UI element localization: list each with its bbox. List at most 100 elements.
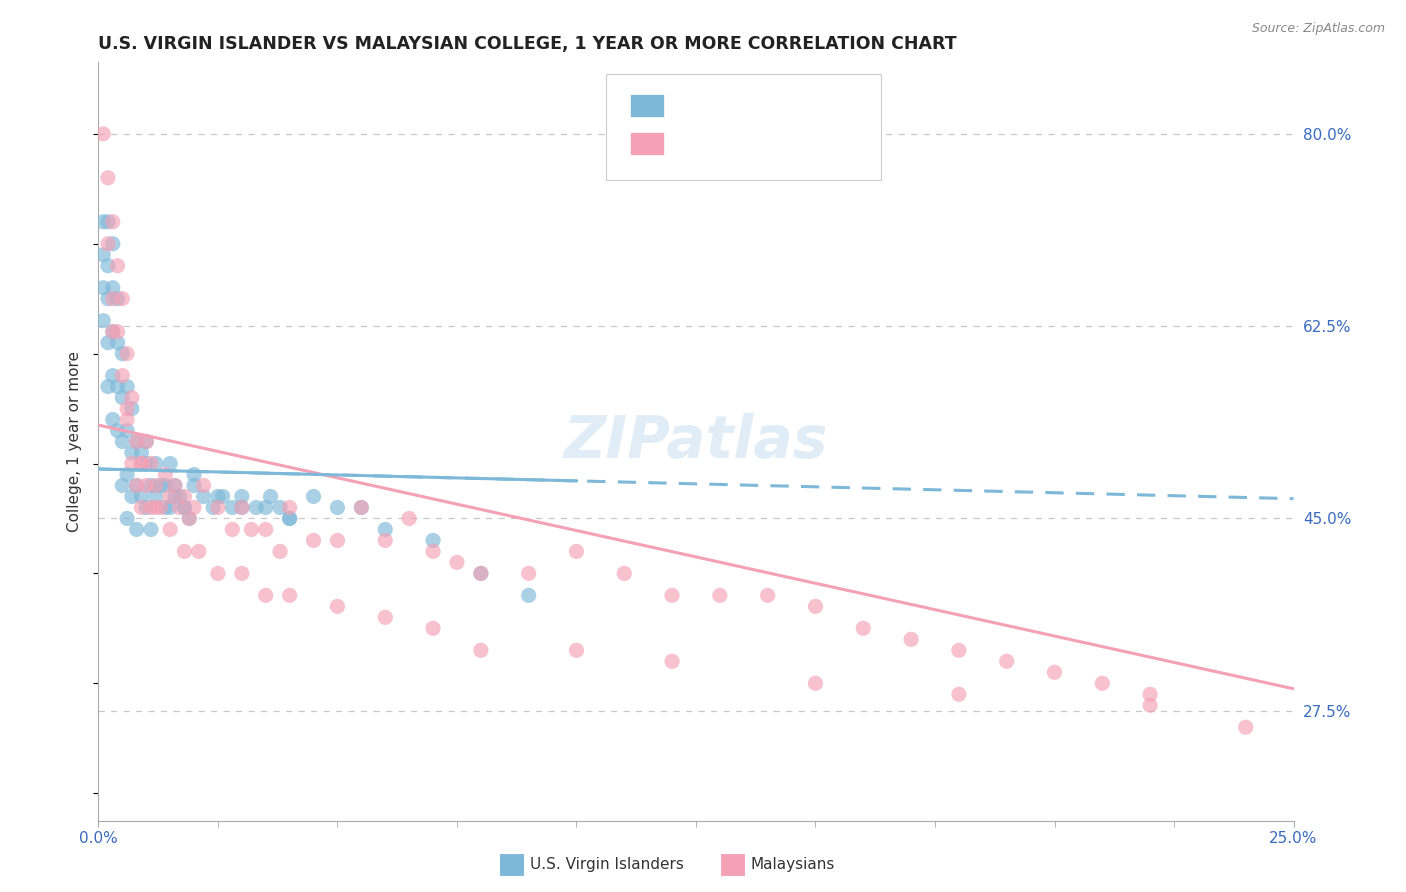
Point — [159, 500, 181, 515]
Point — [470, 566, 492, 581]
Point — [101, 412, 124, 426]
Point — [111, 368, 134, 383]
Text: 74: 74 — [824, 98, 845, 113]
Point — [169, 500, 191, 515]
Point — [1139, 687, 1161, 701]
Point — [804, 676, 827, 690]
Point — [948, 687, 970, 701]
Point — [207, 500, 229, 515]
Point — [97, 292, 120, 306]
Point — [111, 346, 134, 360]
Point — [107, 424, 129, 438]
Point — [278, 588, 301, 602]
Text: Malaysians: Malaysians — [751, 857, 835, 871]
Point — [326, 500, 349, 515]
Point — [155, 467, 177, 482]
Point — [231, 500, 253, 515]
Point — [163, 478, 186, 492]
Point — [302, 490, 325, 504]
Point — [231, 566, 253, 581]
Point — [149, 500, 172, 515]
Point — [245, 500, 267, 515]
FancyBboxPatch shape — [606, 74, 882, 180]
Point — [1043, 665, 1066, 680]
Point — [350, 500, 373, 515]
FancyBboxPatch shape — [630, 95, 664, 117]
Point — [101, 368, 124, 383]
Point — [269, 500, 291, 515]
Point — [139, 523, 162, 537]
Point — [131, 457, 153, 471]
Point — [115, 346, 138, 360]
Point — [1091, 676, 1114, 690]
FancyBboxPatch shape — [630, 132, 664, 155]
Point — [422, 533, 444, 548]
Point — [97, 379, 120, 393]
Point — [179, 511, 201, 525]
Point — [111, 434, 134, 449]
Point — [374, 610, 396, 624]
Point — [91, 248, 114, 262]
Text: R =: R = — [681, 136, 714, 151]
Point — [121, 490, 143, 504]
Point — [221, 500, 243, 515]
Point — [125, 434, 148, 449]
Point — [121, 401, 143, 416]
Point — [131, 490, 153, 504]
Text: U.S. Virgin Islanders: U.S. Virgin Islanders — [530, 857, 683, 871]
Point — [139, 478, 162, 492]
Point — [173, 544, 195, 558]
Point — [107, 259, 129, 273]
Point — [1139, 698, 1161, 713]
Point — [756, 588, 779, 602]
Point — [804, 599, 827, 614]
Point — [111, 478, 134, 492]
Point — [101, 325, 124, 339]
Point — [900, 632, 922, 647]
Point — [139, 457, 162, 471]
Point — [115, 379, 138, 393]
Point — [91, 215, 114, 229]
Point — [350, 500, 373, 515]
Point — [446, 556, 468, 570]
Point — [169, 490, 191, 504]
Point — [231, 500, 253, 515]
Point — [259, 490, 281, 504]
Point — [517, 566, 540, 581]
Point — [398, 511, 420, 525]
Point — [613, 566, 636, 581]
Text: 81: 81 — [824, 136, 845, 151]
Point — [159, 457, 181, 471]
Point — [121, 457, 143, 471]
Point — [173, 500, 195, 515]
Point — [193, 478, 215, 492]
Point — [163, 478, 186, 492]
Point — [422, 544, 444, 558]
Point — [139, 500, 162, 515]
Point — [125, 478, 148, 492]
Point — [207, 566, 229, 581]
Point — [231, 490, 253, 504]
Point — [101, 281, 124, 295]
Text: R =: R = — [681, 98, 714, 113]
Point — [107, 335, 129, 350]
Point — [111, 292, 134, 306]
Y-axis label: College, 1 year or more: College, 1 year or more — [67, 351, 83, 532]
Point — [101, 292, 124, 306]
Text: U.S. VIRGIN ISLANDER VS MALAYSIAN COLLEGE, 1 YEAR OR MORE CORRELATION CHART: U.S. VIRGIN ISLANDER VS MALAYSIAN COLLEG… — [98, 35, 957, 53]
Point — [374, 523, 396, 537]
Point — [422, 621, 444, 635]
Point — [661, 588, 683, 602]
Point — [173, 500, 195, 515]
Point — [97, 236, 120, 251]
Point — [145, 490, 167, 504]
Point — [91, 313, 114, 327]
Point — [470, 566, 492, 581]
Point — [326, 533, 349, 548]
Point — [131, 500, 153, 515]
Point — [111, 391, 134, 405]
Point — [517, 588, 540, 602]
Point — [97, 215, 120, 229]
Text: -0.030: -0.030 — [718, 98, 773, 113]
Point — [149, 478, 172, 492]
